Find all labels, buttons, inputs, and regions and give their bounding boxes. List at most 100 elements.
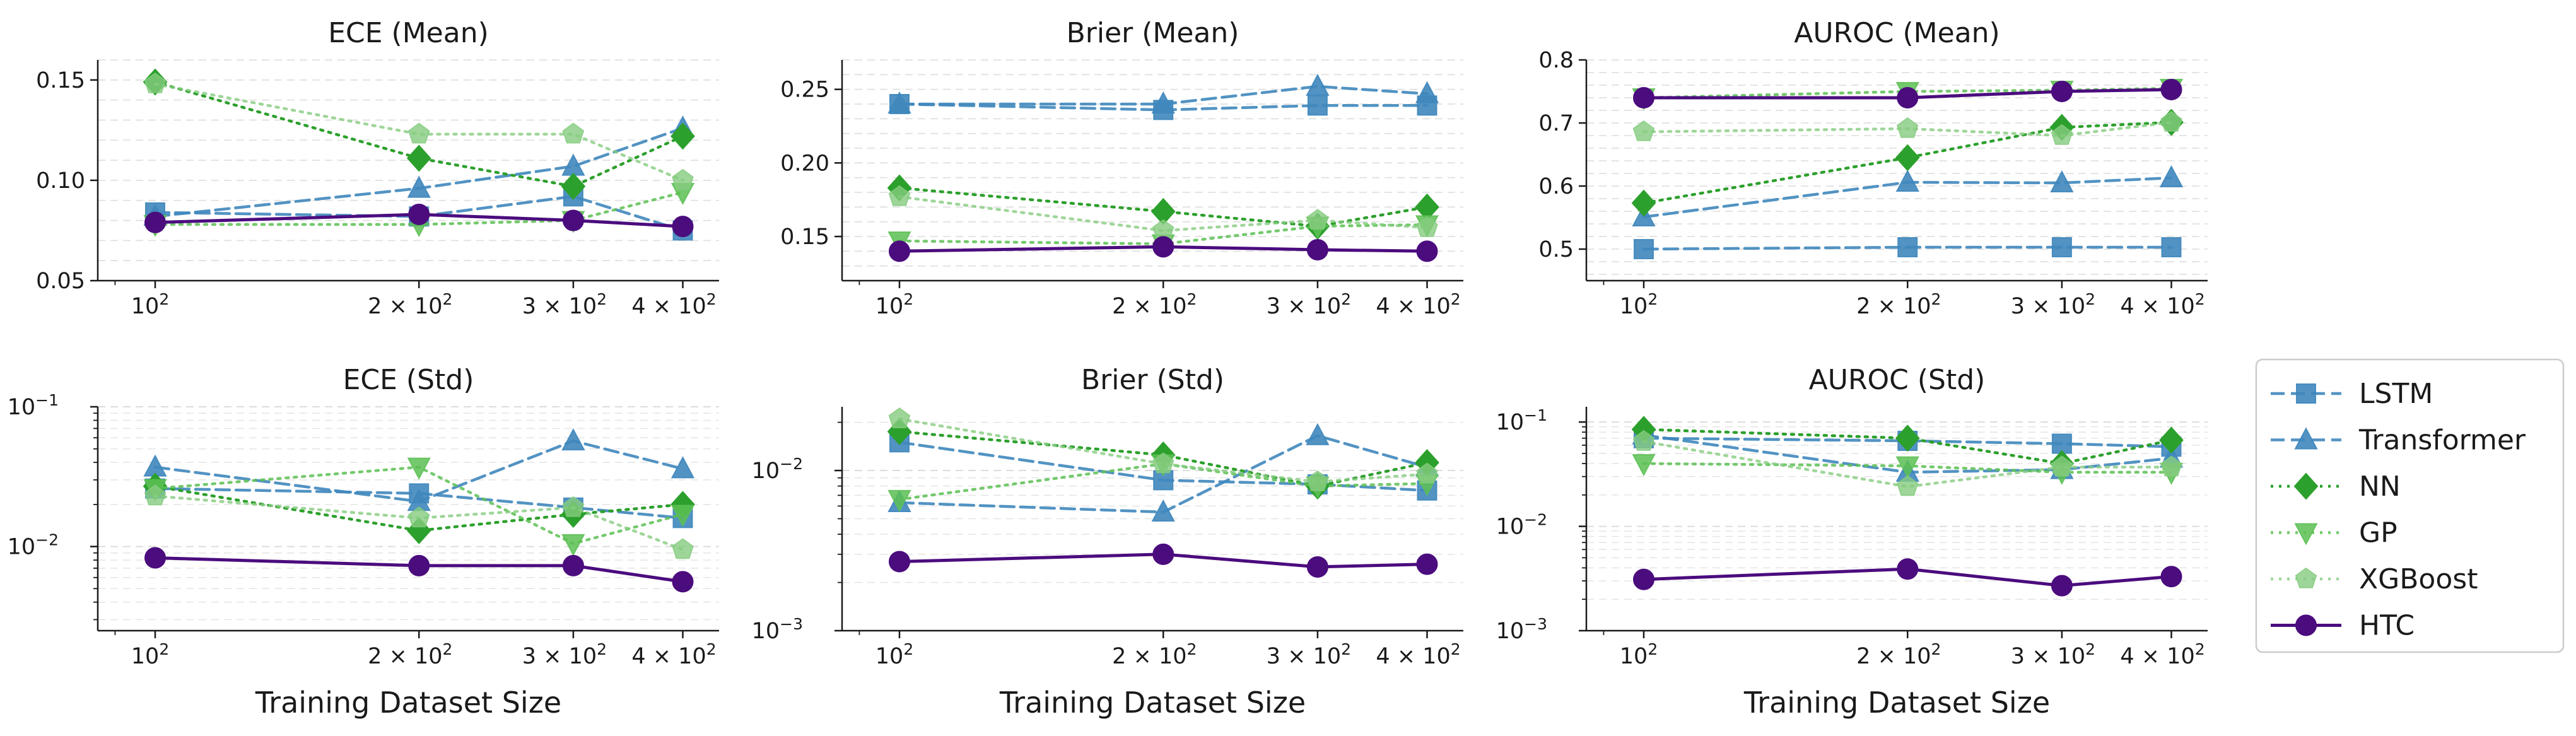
panel-title: AUROC (Mean): [1794, 17, 1999, 49]
marker-diamond: [2293, 472, 2319, 500]
y-tick-label: 0.10: [36, 168, 85, 194]
marker-circle: [1306, 556, 1328, 578]
y-tick-label: 0.8: [1538, 48, 1574, 73]
legend-entry-htc: HTC: [2271, 610, 2415, 642]
panel-ece-mean: 0.05 0.10 0.15 102 2 × 102 3 × 102 4 × 102 ECE …: [36, 17, 719, 319]
x-tick-label: 3 × 102: [522, 290, 607, 319]
series-line: [153, 190, 684, 226]
marker-square: [1897, 237, 1918, 257]
series-htc: [889, 543, 1438, 578]
marker-pentagon: [1896, 117, 1919, 138]
panel-auroc-mean: 0.5 0.6 0.7 0.8 102 2 × 102 3 × 102 4 × 102 AURO…: [1538, 17, 2208, 319]
series-line: [898, 245, 1429, 253]
y-tick-label: 0.15: [780, 225, 829, 250]
marker-triangle-down: [561, 534, 585, 557]
x-axis-label: Training Dataset Size: [999, 686, 1306, 720]
legend-entry-transformer: Transformer: [2271, 424, 2526, 457]
marker-triangle-up: [1151, 91, 1175, 114]
marker-pentagon: [1632, 429, 1655, 451]
marker-triangle-down: [407, 457, 431, 480]
marker-triangle-down: [1895, 456, 1919, 479]
series-line: [898, 430, 1429, 488]
marker-pentagon: [888, 185, 911, 206]
series-line: [898, 552, 1429, 569]
y-ticks: 10−3 10−2: [752, 421, 842, 644]
x-tick-label: 3 × 102: [1267, 640, 1351, 669]
series-transformer: [143, 428, 695, 511]
marker-pentagon: [1306, 209, 1329, 230]
legend-entry-nn: NN: [2271, 470, 2401, 503]
x-tick-label: 102: [131, 640, 169, 669]
marker-diamond: [2159, 426, 2184, 454]
marker-pentagon: [672, 168, 694, 190]
y-tick-label: 10−2: [752, 455, 803, 484]
marker-square: [2161, 237, 2182, 257]
marker-triangle-up: [561, 428, 585, 451]
series-line: [1642, 428, 2173, 465]
series-htc: [889, 236, 1438, 262]
x-tick-label: 2 × 102: [1856, 290, 1941, 319]
x-ticks: 102 2 × 102 3 × 102 4 × 102: [114, 631, 717, 669]
series-line: [153, 439, 684, 503]
marker-triangle-up: [2159, 165, 2184, 187]
legend-entry-lstm: LSTM: [2271, 378, 2433, 410]
series-line: [1642, 433, 2173, 474]
marker-diamond: [670, 122, 695, 150]
marker-triangle-up: [1306, 73, 1330, 96]
marker-square: [1634, 239, 1654, 259]
y-ticks: 10−3 10−2 10−1: [1496, 406, 1586, 644]
panel-title: ECE (Std): [343, 364, 474, 396]
x-ticks: 102 2 × 102 3 × 102 4 × 102: [858, 281, 1461, 319]
legend-entry-gp: GP: [2271, 517, 2397, 549]
marker-triangle-up: [2050, 170, 2074, 192]
marker-circle: [144, 547, 167, 569]
marker-circle: [1416, 553, 1438, 575]
series-line: [153, 80, 684, 188]
series-xgboost: [144, 484, 694, 559]
x-tick-label: 2 × 102: [368, 290, 452, 319]
y-ticks: 0.15 0.20 0.25: [780, 78, 842, 250]
x-tick-label: 2 × 102: [368, 640, 452, 669]
y-tick-label: 10−1: [1496, 406, 1547, 435]
series-line: [153, 556, 684, 583]
panel-auroc-std: 10−3 10−2 10−1 102 2 × 102 3 × 102 4 × 102 AURO…: [1496, 364, 2208, 720]
marker-circle: [408, 204, 430, 225]
panel-title: Brier (Mean): [1067, 17, 1239, 49]
marker-circle: [2051, 575, 2073, 597]
y-tick-label: 10−3: [1496, 615, 1547, 644]
x-tick-label: 4 × 102: [1376, 640, 1460, 669]
marker-circle: [1633, 568, 1655, 590]
marker-triangle-up: [1306, 423, 1330, 445]
marker-triangle-up: [670, 456, 695, 479]
legend-label: GP: [2359, 517, 2397, 549]
marker-pentagon: [672, 538, 694, 559]
marker-triangle-down: [1632, 453, 1656, 477]
series-line: [898, 417, 1429, 484]
series-line: [898, 186, 1429, 228]
series-line: [898, 223, 1429, 245]
series-line: [898, 462, 1429, 501]
series-line: [1642, 88, 2173, 100]
series-line: [898, 85, 1429, 106]
series-line: [153, 213, 684, 228]
x-tick-label: 102: [1620, 640, 1658, 669]
marker-circle: [672, 571, 694, 593]
marker-pentagon: [562, 122, 585, 144]
marker-circle: [1897, 558, 1919, 580]
marker-triangle-up: [1895, 169, 1919, 192]
x-tick-label: 2 × 102: [1856, 640, 1941, 669]
series-xgboost: [144, 72, 694, 190]
x-ticks: 102 2 × 102 3 × 102 4 × 102: [1603, 631, 2205, 669]
marker-circle: [1897, 87, 1919, 108]
marker-circle: [562, 209, 584, 231]
marker-pentagon: [2051, 124, 2073, 145]
x-tick-label: 102: [131, 290, 169, 319]
marker-triangle-down: [2294, 523, 2318, 546]
x-ticks: 102 2 × 102 3 × 102 4 × 102: [858, 631, 1461, 669]
marker-pentagon: [2160, 110, 2182, 132]
y-ticks: 0.05 0.10 0.15: [36, 68, 98, 294]
marker-circle: [144, 211, 167, 233]
marker-pentagon: [2051, 455, 2073, 477]
x-tick-label: 3 × 102: [1267, 290, 1351, 319]
x-tick-label: 2 × 102: [1112, 290, 1197, 319]
